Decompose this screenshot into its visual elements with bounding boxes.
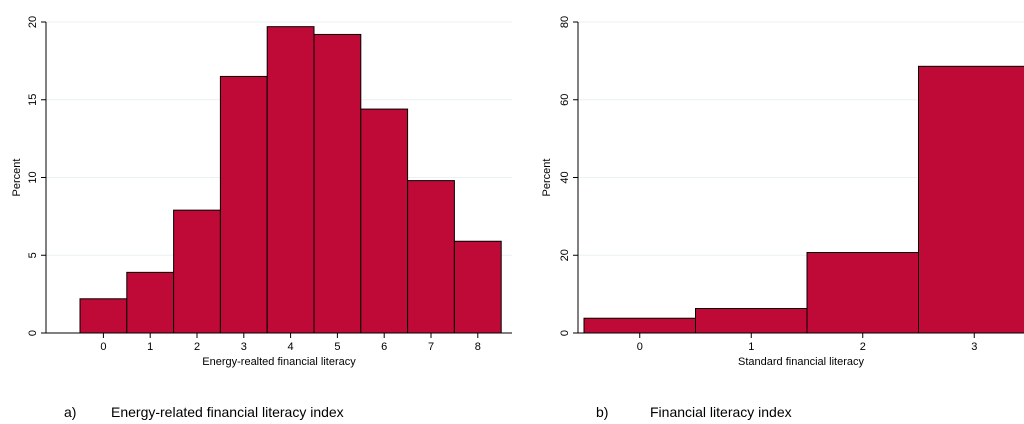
chart-panel-2: 0 20 40 60 80 0 1 2 3 Standard financial literacy…: [541, 16, 1024, 368]
bar-0: [79, 298, 128, 334]
y-tick-label: 15: [27, 94, 39, 106]
x-tick-label: 1: [748, 341, 754, 353]
y-tick-label: 20: [559, 249, 571, 261]
y-tick-label: 20: [27, 16, 39, 28]
bar-0: [583, 317, 696, 334]
y-tick-label: 80: [559, 16, 571, 28]
bar-3: [918, 65, 1024, 334]
bar-1: [695, 308, 808, 334]
bar-7: [407, 180, 455, 334]
x-tick-label: 2: [194, 341, 200, 353]
bar-6: [360, 108, 409, 334]
caption-b-text: Financial literacy index: [650, 404, 792, 420]
bar-5: [313, 33, 362, 334]
y-axis-title: Percent: [11, 159, 23, 197]
bar-2: [806, 252, 919, 334]
x-tick-label: 3: [971, 341, 977, 353]
caption-a-text: Energy-related financial literacy index: [111, 404, 344, 420]
x-axis-title: Standard financial literacy: [738, 356, 864, 368]
chart-panel-1: 0 5 10 15 20 0 1 2 3 4 5 6 7 8 Energy-realted financia…: [11, 16, 512, 368]
x-axis-title: Energy-realted financial literacy: [202, 356, 356, 368]
x-tick-label: 4: [288, 341, 294, 353]
y-tick-label: 0: [27, 330, 39, 336]
bar-3: [219, 75, 268, 334]
bar-8: [453, 240, 502, 334]
bar-1: [126, 271, 175, 334]
y-tick-label: 10: [27, 171, 39, 183]
x-tick-label: 0: [100, 341, 106, 353]
x-tick-label: 3: [241, 341, 247, 353]
bar-4: [266, 26, 315, 334]
y-tick-label: 40: [559, 171, 571, 183]
x-tick-label: 5: [334, 341, 340, 353]
caption-a-letter: a): [64, 404, 77, 420]
x-tick-label: 0: [637, 341, 643, 353]
bar-2: [173, 209, 221, 334]
caption-b-letter: b): [596, 404, 609, 420]
y-tick-label: 5: [27, 252, 39, 258]
y-tick-label: 0: [559, 330, 571, 336]
y-axis-title: Percent: [541, 159, 553, 197]
y-tick-label: 60: [559, 94, 571, 106]
x-tick-label: 6: [381, 341, 387, 353]
x-tick-label: 8: [475, 341, 481, 353]
x-tick-label: 7: [428, 341, 434, 353]
x-tick-label: 1: [147, 341, 153, 353]
x-tick-label: 2: [860, 341, 866, 353]
